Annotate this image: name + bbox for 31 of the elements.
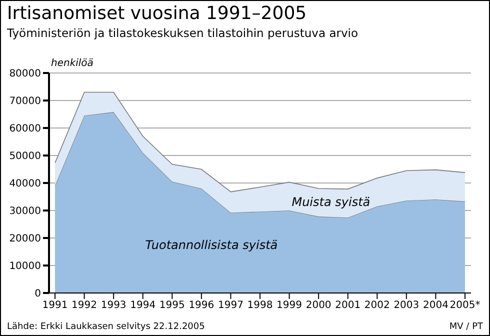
y-tick-label: 50000: [9, 151, 41, 162]
y-tick-label: 40000: [9, 178, 41, 190]
x-tick-label: 2004: [422, 300, 448, 312]
y-tick-label: 10000: [9, 261, 41, 272]
x-tick-label: 2002: [364, 300, 390, 312]
x-tick-label: 2003: [394, 300, 420, 312]
x-tick-label: 1997: [218, 300, 244, 312]
x-tick-label: 1992: [72, 300, 98, 312]
x-tick-label: 2005*: [450, 300, 480, 312]
chart-title: Irtisanomiset vuosina 1991–2005: [7, 3, 307, 24]
x-tick-label: 1993: [100, 300, 126, 312]
x-tick-label: 1996: [188, 300, 214, 312]
y-axis-title: henkilöä: [51, 58, 94, 69]
y-tick-label: 60000: [9, 124, 41, 135]
x-tick-label: 2000: [306, 300, 332, 312]
series-label: Muista syistä: [290, 194, 372, 209]
x-tick-label: 1991: [42, 300, 68, 312]
y-tick-label: 70000: [9, 96, 41, 108]
y-tick-label: 0: [34, 288, 41, 300]
chart-subtitle: Työministeriön ja tilastokeskuksen tilastoihin perustuva arvio: [7, 26, 358, 40]
x-tick-label: 1995: [159, 300, 185, 312]
x-tick-label: 1998: [247, 300, 273, 312]
series-label: Tuotannollisista syistä: [144, 238, 279, 252]
x-tick-label: 1999: [276, 300, 302, 312]
y-tick-label: 80000: [9, 68, 41, 80]
x-tick-label: 1994: [130, 300, 156, 312]
text: MV / PT: [449, 322, 483, 332]
y-tick-label: 20000: [9, 234, 41, 245]
y-tick-label: 30000: [9, 206, 41, 218]
text: Lähde: Erkki Laukkasen selvitys 22.12.2005: [7, 322, 205, 332]
x-tick-label: 2001: [335, 300, 361, 312]
